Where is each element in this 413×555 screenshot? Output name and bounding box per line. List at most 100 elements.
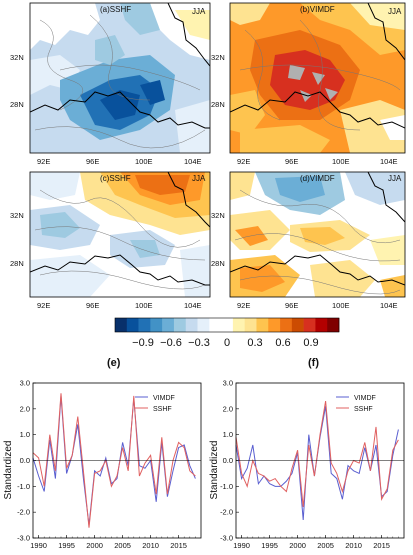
colorbar-swatch <box>268 318 281 332</box>
ts-e-legend: VIMDF SSHF <box>135 395 175 413</box>
timeseries-panel-f: Standardized 3.0 2.0 1.0 0.0 -1.0 -2.0 -3.0 19… <box>209 379 405 550</box>
ts-e-xtick-label: 2000 <box>86 541 103 550</box>
ts-e-xtick-label: 2005 <box>114 541 131 550</box>
ts-e-ytick-label: -2.0 <box>17 508 30 517</box>
map-c-season: JJA <box>192 174 206 183</box>
colorbar-swatch <box>126 318 139 332</box>
map-panel-b: (b)VIMDF JJA 32N 28N 92E 96E 100E 104E <box>211 2 406 166</box>
map-c-lon-tick-104: 104E <box>184 301 202 310</box>
ts-e-series-sshf <box>32 393 196 528</box>
ts-f-xtick-label: 1995 <box>261 541 278 550</box>
ts-e-ylabel: Standardized <box>3 441 14 500</box>
map-d-lon-tick-104: 104E <box>380 301 398 310</box>
colorbar-swatch <box>197 318 210 332</box>
map-panel-c: (c)SSHF JJA 32N 28N 92E 96E 100E 104E <box>10 171 211 310</box>
colorbar-swatch <box>280 318 293 332</box>
colorbar-label-7: 0.9 <box>303 337 318 349</box>
map-b-lon-tick-92: 92E <box>237 157 250 166</box>
map-d-lon-tick-96: 96E <box>285 301 298 310</box>
ts-f-ylabel: Standardized <box>209 441 220 500</box>
ts-e-ytick-label: 1.0 <box>20 430 30 439</box>
map-b-title: (b)VIMDF <box>300 5 335 14</box>
map-panel-d: (d)VIMDF JJA 32N 28N 92E 96E 100E 104E <box>211 171 406 310</box>
colorbar-swatch <box>115 318 128 332</box>
colorbar-swatch <box>244 318 257 332</box>
ts-e-ytick-label: 2.0 <box>20 404 30 413</box>
colorbar-labels: −0.9 −0.6 −0.3 0 0.3 0.6 0.9 <box>132 337 319 349</box>
colorbar-swatch <box>138 318 151 332</box>
colorbar-swatch <box>162 318 175 332</box>
colorbar-swatch <box>185 318 198 332</box>
colorbar-swatch <box>209 318 222 332</box>
ts-f-ytick-label: -3.0 <box>220 534 233 543</box>
ts-f-xtick-label: 2000 <box>289 541 306 550</box>
map-d-title: (d)VIMDF <box>300 174 335 183</box>
map-a-lon-tick-96: 96E <box>86 157 99 166</box>
colorbar-swatch <box>315 318 328 332</box>
ts-f-xtick-label: 1990 <box>233 541 250 550</box>
ts-f-series-sshf <box>235 400 399 508</box>
ts-e-ytick-label: 0.0 <box>20 456 30 465</box>
map-c-lat-tick-28: 28N <box>10 259 24 268</box>
map-b-season: JJA <box>388 7 402 16</box>
colorbar-label-1: −0.9 <box>132 337 154 349</box>
ts-e-xtick-label: 2015 <box>170 541 187 550</box>
ts-f-ytick-label: 1.0 <box>223 430 233 439</box>
ts-f-xtick-label: 2015 <box>373 541 390 550</box>
map-b-lat-tick-28: 28N <box>211 100 225 109</box>
map-d-lon-tick-92: 92E <box>237 301 250 310</box>
ts-f-ytick-label: -1.0 <box>220 482 233 491</box>
colorbar-label-5: 0.3 <box>247 337 262 349</box>
map-b-lon-tick-100: 100E <box>332 157 350 166</box>
map-a-title: (a)SSHF <box>100 5 131 14</box>
colorbar-swatch <box>327 318 340 332</box>
colorbar <box>114 317 340 333</box>
panel-f-label: (f) <box>308 357 319 369</box>
ts-e-legend-sshf: SSHF <box>153 406 172 413</box>
map-b-lon-tick-96: 96E <box>285 157 298 166</box>
map-d-lat-tick-32: 32N <box>211 211 225 220</box>
ts-e-legend-vimdf: VIMDF <box>153 395 175 402</box>
ts-f-ytick-label: -2.0 <box>220 508 233 517</box>
colorbar-frame <box>114 317 340 333</box>
ts-e-xtick-label: 2010 <box>142 541 159 550</box>
map-a-lon-tick-104: 104E <box>184 157 202 166</box>
map-c-lon-tick-92: 92E <box>37 301 50 310</box>
colorbar-swatch <box>232 318 245 332</box>
panel-e-label: (e) <box>107 357 121 369</box>
ts-f-series-vimdf <box>235 406 399 520</box>
ts-f-legend: VIMDF SSHF <box>336 395 376 413</box>
ts-e-ytick-label: -3.0 <box>17 534 30 543</box>
ts-e-ytick-label: -1.0 <box>17 482 30 491</box>
map-panel-a: (a)SSHF JJA 32N 28N 92E 96E 100E 104E <box>10 2 211 166</box>
ts-f-xtick-label: 2010 <box>345 541 362 550</box>
colorbar-swatch <box>256 318 269 332</box>
map-c-lat-tick-32: 32N <box>10 211 24 220</box>
ts-f-xtick-label: 2005 <box>317 541 334 550</box>
map-a-season: JJA <box>192 7 206 16</box>
colorbar-swatch <box>173 318 187 332</box>
map-a-lon-tick-92: 92E <box>37 157 50 166</box>
map-b-lon-tick-104: 104E <box>380 157 398 166</box>
colorbar-swatch <box>303 318 316 332</box>
colorbar-swatch <box>221 318 234 332</box>
ts-f-ytick-label: 0.0 <box>223 456 233 465</box>
colorbar-label-6: 0.6 <box>275 337 290 349</box>
map-c-lon-tick-96: 96E <box>86 301 99 310</box>
map-c-lon-tick-100: 100E <box>135 301 153 310</box>
map-d-lon-tick-100: 100E <box>332 301 350 310</box>
map-c-title: (c)SSHF <box>100 174 131 183</box>
map-b-lat-tick-32: 32N <box>211 53 225 62</box>
colorbar-label-2: −0.6 <box>160 337 182 349</box>
colorbar-swatch <box>291 318 304 332</box>
ts-f-legend-sshf: SSHF <box>354 406 373 413</box>
colorbar-swatch <box>150 318 163 332</box>
map-a-lat-tick-32: 32N <box>10 53 24 62</box>
ts-f-legend-vimdf: VIMDF <box>354 395 376 402</box>
map-a-lat-tick-28: 28N <box>10 100 24 109</box>
ts-e-xtick-label: 1990 <box>30 541 47 550</box>
colorbar-label-4: 0 <box>224 337 230 349</box>
map-a-lon-tick-100: 100E <box>135 157 153 166</box>
map-d-season: JJA <box>388 174 402 183</box>
